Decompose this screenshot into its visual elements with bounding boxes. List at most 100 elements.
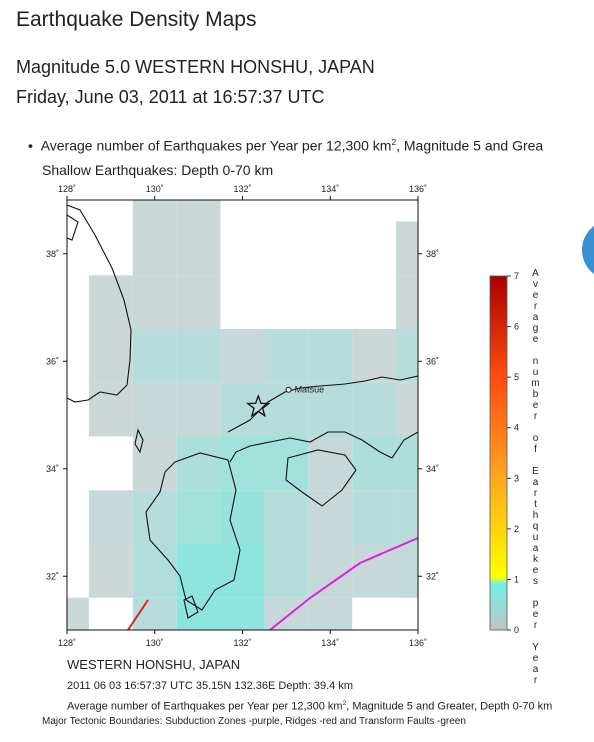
colorbar-tick-label: 1 xyxy=(514,574,519,584)
density-cell xyxy=(132,597,177,630)
density-cell xyxy=(352,382,397,437)
y-tick-label: 32˚ xyxy=(46,571,59,581)
density-cell xyxy=(132,490,177,544)
density-cell xyxy=(264,597,309,630)
x-tick-label: 130˚ xyxy=(146,638,164,648)
density-cell xyxy=(176,597,221,630)
y-tick-label: 36˚ xyxy=(426,356,439,366)
density-cell xyxy=(396,436,418,491)
density-cell xyxy=(220,436,265,491)
y-tick-label: 36˚ xyxy=(46,356,59,366)
y-tick-label: 38˚ xyxy=(46,249,59,259)
globe-thumbnail xyxy=(582,226,594,274)
coast-korea xyxy=(67,204,132,403)
colorbar-title: Average number of Earthquakes per Year xyxy=(530,268,541,686)
y-tick-label: 38˚ xyxy=(426,249,439,259)
coast-honshu xyxy=(229,431,418,463)
colorbar-tick-label: 0 xyxy=(514,625,519,635)
place-marker xyxy=(285,386,292,393)
density-cell xyxy=(396,382,418,437)
caption-boundaries: Major Tectonic Boundaries: Subduction Zo… xyxy=(42,716,466,727)
density-cell xyxy=(176,490,221,544)
density-cell xyxy=(88,275,133,329)
coast-kyushu xyxy=(145,452,241,611)
density-cell xyxy=(67,597,89,630)
colorbar-tick-label: 3 xyxy=(514,473,519,483)
caption-region: WESTERN HONSHU, JAPAN xyxy=(67,657,241,672)
density-cell xyxy=(352,490,397,544)
intro-sup: 2 xyxy=(391,137,397,147)
intro-text: Average number of Earthquakes per Year p… xyxy=(40,137,392,154)
map: 128˚128˚130˚130˚132˚132˚134˚134˚136˚136˚… xyxy=(46,184,594,648)
caption-note-text: Average number of Earthquakes per Year p… xyxy=(67,700,343,713)
colorbar-tick-label: 4 xyxy=(514,423,519,433)
caption-note-sup: 2 xyxy=(342,700,347,707)
density-cell xyxy=(176,200,221,222)
density-cell xyxy=(220,490,265,544)
density-cell xyxy=(176,544,221,598)
x-tick-label: 134˚ xyxy=(321,638,339,648)
coast-island xyxy=(134,428,144,454)
x-tick-label: 128˚ xyxy=(58,638,76,648)
density-cell xyxy=(88,382,133,437)
coast-shikoku xyxy=(285,449,357,507)
epicenter-star xyxy=(245,393,271,418)
density-cell xyxy=(88,544,133,598)
colorbar-tick-label: 7 xyxy=(514,271,519,281)
depth-text: Shallow Earthquakes: Depth 0-70 km xyxy=(42,162,274,178)
colorbar-tick-label: 2 xyxy=(514,524,519,534)
intro-line: • Average number of Earthquakes per Year… xyxy=(28,137,544,154)
density-cell xyxy=(308,490,353,544)
density-cell xyxy=(88,490,133,544)
x-tick-label: 132˚ xyxy=(233,184,251,194)
density-cell xyxy=(176,221,221,276)
density-cell xyxy=(176,275,221,329)
subduction-zone xyxy=(269,537,419,631)
density-cell xyxy=(132,382,177,437)
density-cell xyxy=(176,382,221,437)
x-tick-label: 136˚ xyxy=(409,638,427,648)
density-cell xyxy=(176,436,221,491)
y-tick-label: 34˚ xyxy=(426,464,439,474)
density-cell xyxy=(220,329,265,383)
density-cell xyxy=(132,544,177,598)
density-cell xyxy=(132,329,177,383)
density-cell xyxy=(132,436,177,491)
density-cell xyxy=(132,221,177,276)
colorbar-tick-label: 5 xyxy=(514,372,519,382)
place-label: Matsue xyxy=(295,385,325,395)
density-cell xyxy=(308,436,353,491)
density-cell xyxy=(396,221,418,276)
ridge xyxy=(127,599,149,631)
y-tick-label: 32˚ xyxy=(426,571,439,581)
density-cell xyxy=(352,436,397,491)
x-tick-label: 132˚ xyxy=(233,638,251,648)
density-cell xyxy=(264,436,309,491)
subtitle: Magnitude 5.0 WESTERN HONSHU, JAPAN xyxy=(16,57,375,77)
caption-event: 2011 06 03 16:57:37 UTC 35.15N 132.36E D… xyxy=(67,680,353,692)
density-cell xyxy=(308,544,353,598)
density-cell xyxy=(264,490,309,544)
density-cell xyxy=(396,329,418,383)
coast-island xyxy=(183,595,199,619)
density-cell xyxy=(352,329,397,383)
density-cell xyxy=(352,544,397,598)
density-cell xyxy=(88,329,133,383)
coast-korea xyxy=(67,214,79,241)
page-title: Earthquake Density Maps xyxy=(16,8,257,31)
density-cell xyxy=(308,382,353,437)
density-cell xyxy=(264,329,309,383)
density-cell xyxy=(176,329,221,383)
datetime: Friday, June 03, 2011 at 16:57:37 UTC xyxy=(16,87,325,107)
caption-note: Average number of Earthquakes per Year p… xyxy=(67,700,552,713)
x-tick-label: 134˚ xyxy=(321,184,339,194)
intro-text: , Magnitude 5 and Grea xyxy=(396,137,544,154)
density-cell xyxy=(396,275,418,329)
density-cell xyxy=(396,490,418,544)
caption-note-text: , Magnitude 5 and Greater, Depth 0-70 km xyxy=(346,700,553,713)
density-cell xyxy=(220,597,265,630)
density-cell xyxy=(396,544,418,598)
x-tick-label: 130˚ xyxy=(146,184,164,194)
density-cell xyxy=(264,544,309,598)
colorbar xyxy=(489,275,508,631)
